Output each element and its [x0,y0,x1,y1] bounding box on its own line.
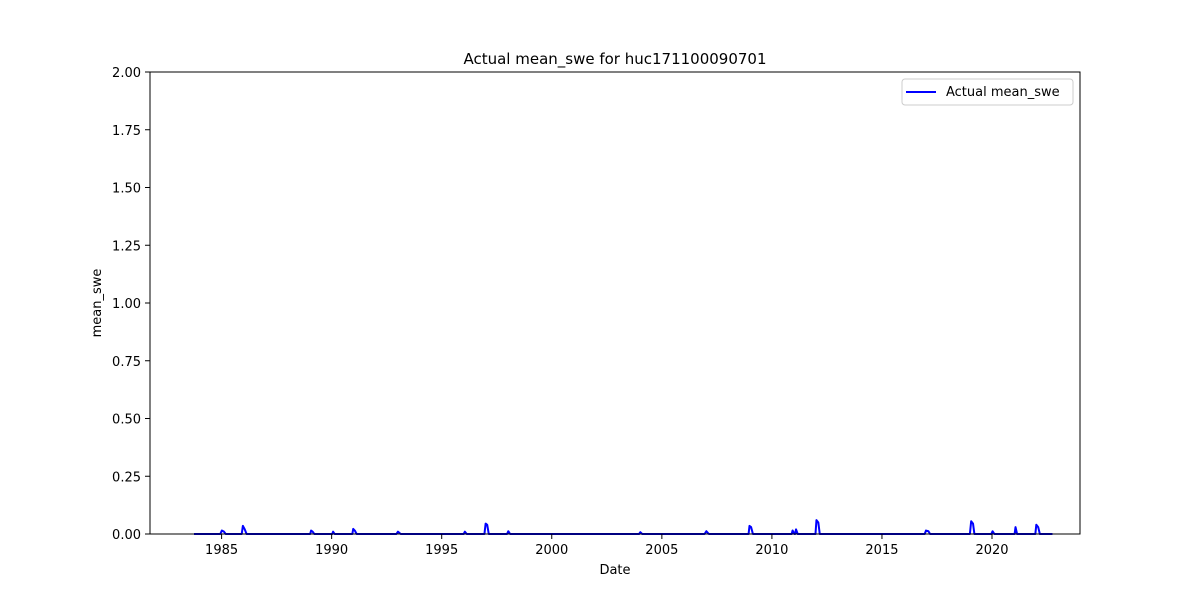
chart-title: Actual mean_swe for huc171100090701 [463,50,766,69]
x-tick-label-2: 1995 [425,543,458,558]
x-tick-label-3: 2000 [535,543,568,558]
legend-entry-label: Actual mean_swe [946,85,1060,100]
x-axis-label: Date [599,563,630,578]
y-tick-label-0: 0.00 [112,528,141,543]
x-tick-label-0: 1985 [205,543,238,558]
x-tick-label-1: 1990 [315,543,348,558]
y-tick-label-7: 1.75 [112,124,141,139]
plot-area: 1985 1990 1995 2000 2005 2010 2015 2020 0.00 0.25… [112,66,1081,558]
y-tick-label-2: 0.50 [112,413,141,428]
y-tick-label-5: 1.25 [112,239,141,254]
y-tick-label-6: 1.50 [112,182,141,197]
x-tick-label-6: 2015 [865,543,898,558]
legend-box [901,78,1074,106]
x-tick-label-7: 2020 [975,543,1008,558]
y-tick-label-3: 0.75 [112,355,141,370]
y-tick-label-4: 1.00 [112,297,141,312]
y-axis-label: mean_swe [90,269,105,338]
y-tick-label-1: 0.25 [112,470,141,485]
y-tick-label-8: 2.00 [112,66,141,81]
x-tick-label-4: 2005 [645,543,678,558]
axes-frame [149,71,1081,535]
legend: Actual mean_swe [901,78,1074,106]
x-tick-label-5: 2010 [755,543,788,558]
